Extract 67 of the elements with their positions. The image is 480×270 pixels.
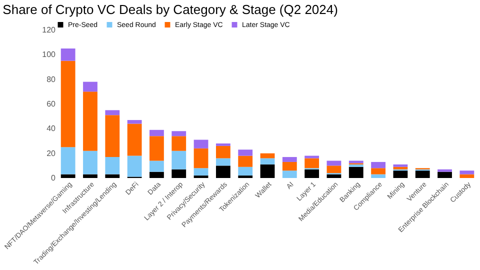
- bar: [260, 153, 275, 158]
- bar: [348, 166, 364, 178]
- bar: [83, 150, 98, 174]
- bar: [282, 157, 297, 162]
- bar: [60, 48, 76, 61]
- bar: [105, 115, 120, 158]
- bar: [304, 156, 320, 158]
- bar: [304, 158, 320, 168]
- bar: [150, 130, 164, 136]
- bar: [127, 124, 142, 156]
- bar: [127, 120, 142, 124]
- bar: [83, 92, 98, 151]
- bar: [150, 172, 164, 178]
- bar: [326, 174, 342, 178]
- bar: [326, 160, 342, 166]
- bar: [393, 166, 408, 170]
- bar: [326, 166, 342, 174]
- bar: [60, 147, 76, 174]
- bar: [238, 166, 253, 176]
- bar: [216, 143, 230, 146]
- y-tick-label: 120: [42, 26, 56, 34]
- bar: [83, 174, 98, 178]
- bar: [194, 140, 208, 148]
- bar: [460, 170, 474, 174]
- bar: [83, 82, 98, 92]
- y-tick-label: 100: [42, 50, 56, 60]
- bar: [438, 169, 452, 172]
- bar: [150, 136, 164, 161]
- bar: [60, 60, 76, 148]
- bar: [105, 110, 120, 116]
- bar: [127, 156, 142, 177]
- y-tick-label: 0: [51, 174, 56, 182]
- bar: [371, 162, 386, 168]
- bar: [216, 146, 230, 158]
- bar: [371, 174, 386, 178]
- bar: [150, 160, 164, 172]
- y-tick-label: 60: [46, 100, 56, 108]
- bar: [172, 136, 186, 151]
- bar: [172, 150, 186, 170]
- bar: [216, 158, 230, 166]
- bar: [172, 131, 186, 136]
- y-tick-label: 40: [46, 124, 56, 134]
- bar: [348, 164, 364, 167]
- y-tick-label: 20: [46, 148, 56, 158]
- bar: [438, 172, 452, 178]
- bar: [105, 174, 120, 178]
- bar: [260, 158, 275, 164]
- bar: [371, 168, 386, 174]
- bar: [348, 160, 364, 164]
- bar: [216, 166, 230, 178]
- chart-title: Share of Crypto VC Deals by Category & Stage (Q2 2024): [2, 2, 338, 17]
- bar: [304, 169, 320, 178]
- bar: [172, 169, 186, 178]
- bar: [260, 164, 275, 178]
- bar: [393, 170, 408, 178]
- bar: [194, 148, 208, 168]
- bar: [60, 174, 76, 178]
- bar: [194, 168, 208, 176]
- bar: [415, 170, 430, 178]
- bar: [282, 162, 297, 171]
- bar: [238, 150, 253, 156]
- bar: [460, 174, 474, 178]
- bar: [393, 164, 408, 167]
- bar: [238, 156, 253, 167]
- y-tick-label: 80: [46, 74, 56, 84]
- bar: [282, 170, 297, 178]
- bar: [105, 157, 120, 174]
